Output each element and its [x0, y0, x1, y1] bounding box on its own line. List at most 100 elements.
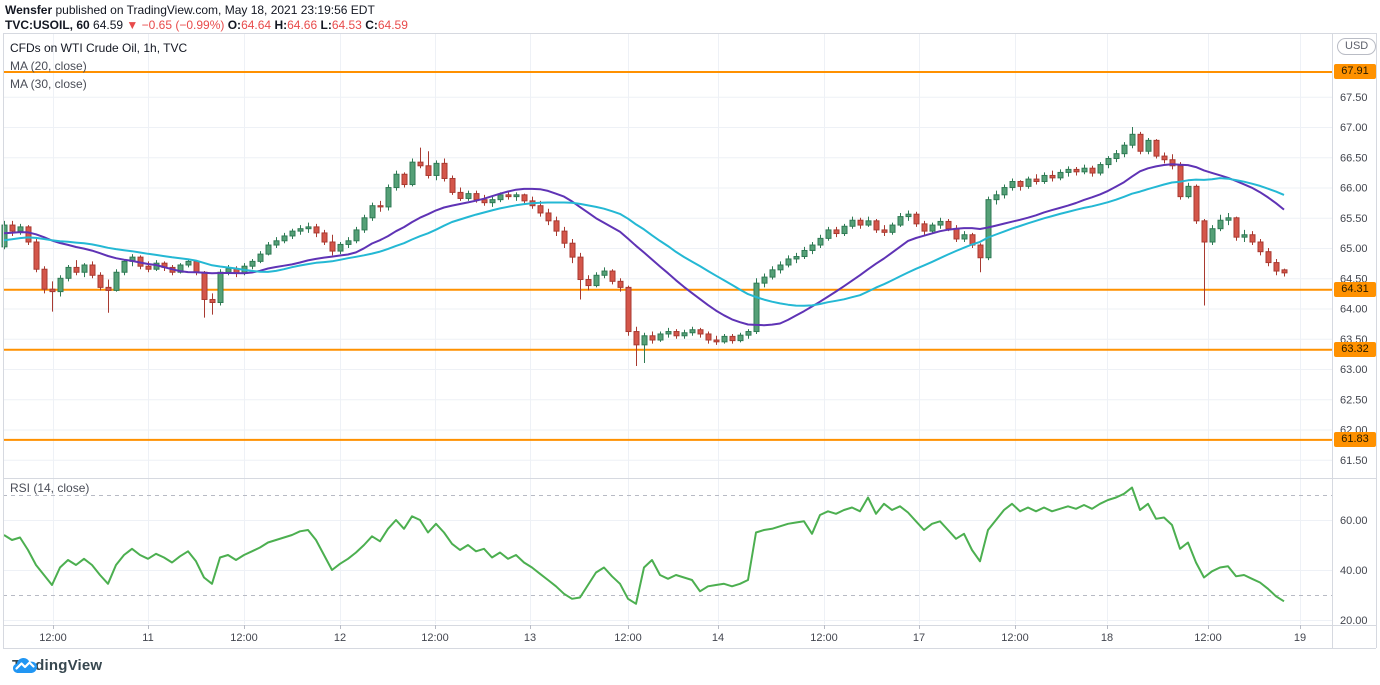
candle-body [1169, 159, 1176, 167]
candle-body [425, 165, 432, 176]
rsi-legend[interactable]: RSI (14, close) [10, 481, 90, 495]
candle-body [201, 271, 208, 300]
candle-body [105, 286, 112, 291]
candle-body [1041, 174, 1048, 183]
candle-body [1001, 187, 1008, 196]
candle-body [705, 333, 712, 341]
candle-body [49, 288, 56, 293]
candle-body [89, 264, 96, 276]
candle-body [569, 242, 576, 258]
candle-body [665, 331, 672, 335]
open-label: O: [227, 18, 242, 32]
candle-body [305, 226, 312, 230]
candle-body [1201, 220, 1208, 243]
candle-body [937, 220, 944, 226]
candle-body [625, 286, 632, 333]
candle-body [657, 333, 664, 341]
candle-body [777, 264, 784, 271]
candle-body [1249, 234, 1256, 243]
svg-text:61.50: 61.50 [1340, 455, 1368, 467]
candle-body [977, 244, 984, 259]
candle-body [649, 335, 656, 341]
candle-body [729, 335, 736, 342]
candle-body [329, 241, 336, 252]
svg-text:18: 18 [1101, 632, 1113, 644]
candle-body [585, 279, 592, 287]
svg-text:12:00: 12:00 [421, 632, 449, 644]
candle-body [769, 269, 776, 278]
candle-body [113, 271, 120, 291]
svg-text:66.50: 66.50 [1340, 152, 1368, 164]
candle-body [473, 193, 480, 201]
candle-body [945, 220, 952, 230]
candle-body [929, 224, 936, 232]
low-value: 64.53 [331, 18, 362, 32]
svg-text:64.00: 64.00 [1340, 304, 1368, 316]
candle-body [897, 216, 904, 226]
currency-toggle[interactable]: USD [1337, 38, 1377, 55]
candle-body [1257, 241, 1264, 253]
candle-body [841, 225, 848, 235]
candle-body [1193, 185, 1200, 222]
svg-text:66.00: 66.00 [1340, 183, 1368, 195]
svg-text:14: 14 [712, 632, 724, 644]
svg-text:67.00: 67.00 [1340, 122, 1368, 134]
candle-body [457, 191, 464, 199]
svg-text:12:00: 12:00 [39, 632, 67, 644]
candle-body [193, 260, 200, 273]
tradingview-logo[interactable]: TradingView [12, 657, 102, 674]
price-level-badge-2: 64.31 [1334, 282, 1376, 297]
candle-body [417, 161, 424, 167]
candle-body [185, 260, 192, 266]
candle-body [1065, 168, 1072, 173]
svg-text:19: 19 [1294, 632, 1306, 644]
chart-title: CFDs on WTI Crude Oil, 1h, TVC [10, 41, 188, 55]
candle-body [433, 162, 440, 176]
candle-body [385, 187, 392, 208]
candle-body [9, 224, 16, 232]
candle-body [1241, 234, 1248, 238]
candle-body [409, 161, 416, 186]
gridlines [3, 34, 1332, 624]
publish-text: published on TradingView.com, May 18, 20… [52, 3, 375, 17]
candle-body [737, 334, 744, 342]
svg-text:12:00: 12:00 [230, 632, 258, 644]
candle-body [393, 173, 400, 189]
close-label: C: [365, 18, 378, 32]
candle-body [609, 270, 616, 282]
candle-body [785, 258, 792, 266]
candle-body [345, 240, 352, 245]
svg-text:62.50: 62.50 [1340, 394, 1368, 406]
author-name: Wensfer [5, 3, 53, 17]
candle-body [889, 224, 896, 233]
svg-text:12:00: 12:00 [1001, 632, 1029, 644]
price-scale-labels: 67.5067.0066.5066.0065.5065.0064.5064.00… [1340, 92, 1368, 627]
high-value: 64.66 [287, 18, 318, 32]
candle-body [1265, 251, 1272, 264]
candle-body [681, 332, 688, 337]
candle-body [1009, 181, 1016, 189]
candle-body [1209, 228, 1216, 243]
ma20-legend[interactable]: MA (20, close) [10, 59, 87, 73]
candlestick-series [1, 127, 1288, 367]
last-price: 64.59 [93, 18, 124, 32]
candle-body [465, 193, 472, 199]
candle-body [401, 173, 408, 186]
candle-body [857, 219, 864, 226]
candle-body [97, 274, 104, 288]
candle-body [73, 266, 80, 273]
svg-text:12:00: 12:00 [1194, 632, 1222, 644]
candle-body [257, 253, 264, 262]
candle-body [369, 205, 376, 219]
symbol-status-line: TVC:USOIL, 60 64.59 ▼ −0.65 (−0.99%) O:6… [5, 18, 408, 33]
chart-frame-borders [3, 33, 1377, 649]
candle-body [1049, 174, 1056, 179]
candle-body [377, 205, 384, 208]
candle-body [641, 335, 648, 346]
rsi-line [3, 486, 1285, 605]
svg-text:13: 13 [524, 632, 536, 644]
candle-body [753, 282, 760, 333]
ma30-legend[interactable]: MA (30, close) [10, 77, 87, 91]
